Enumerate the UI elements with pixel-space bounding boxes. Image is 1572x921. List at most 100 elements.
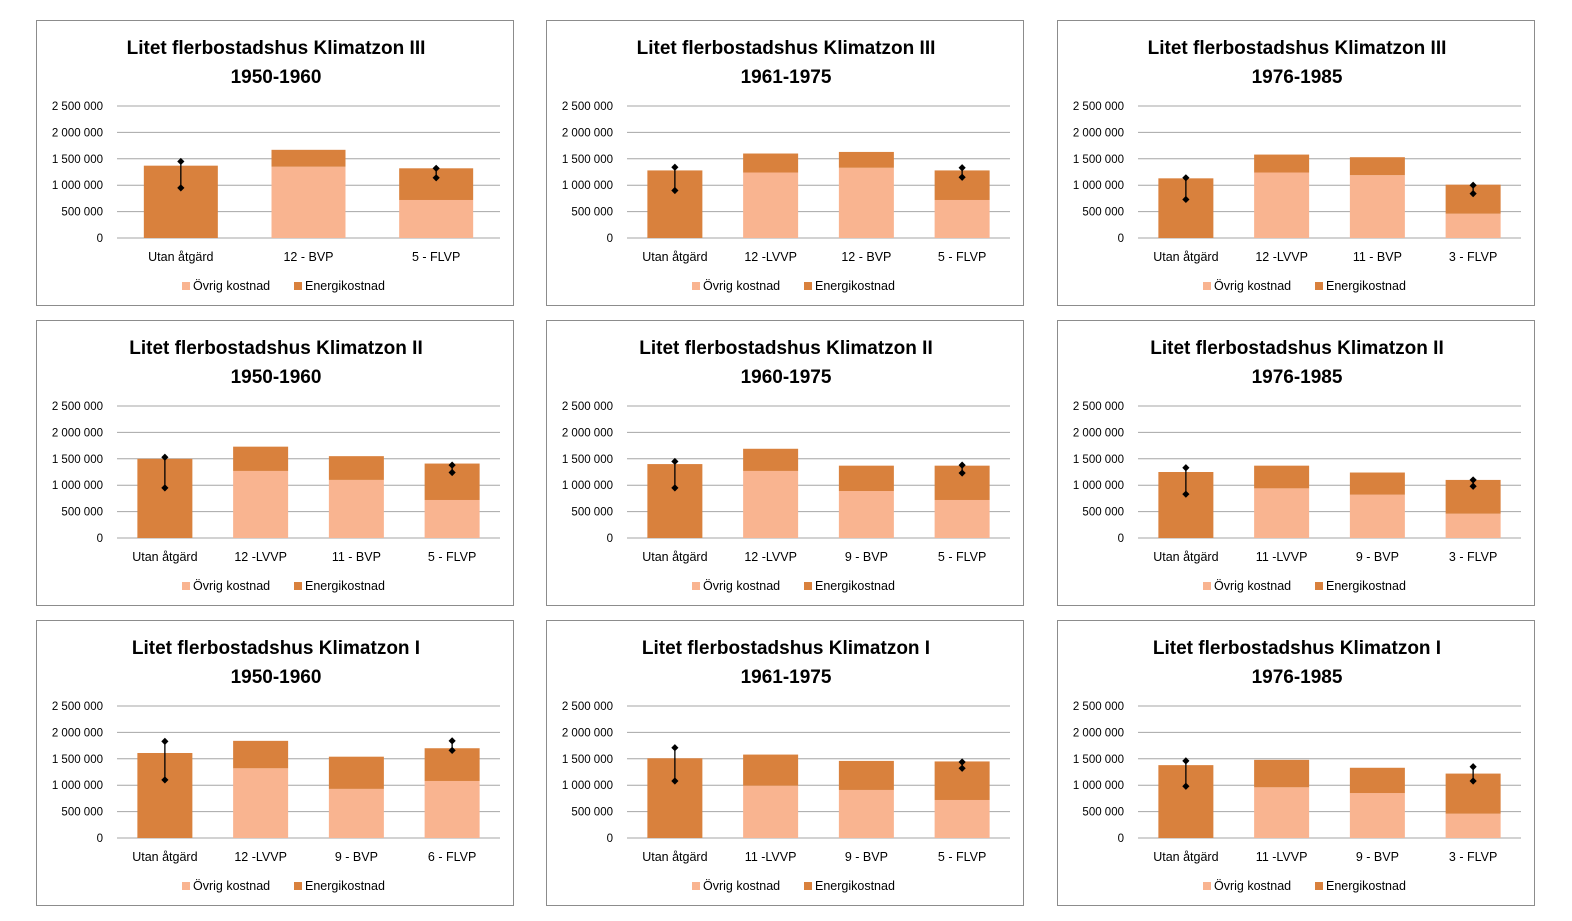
- stacked-bar-chart: Litet flerbostadshus Klimatzon II 1976-19…: [1073, 338, 1521, 593]
- category-label: 5 - FLVP: [938, 250, 986, 264]
- category-label: 11 - BVP: [332, 550, 381, 564]
- range-marker-high: [1182, 464, 1190, 472]
- y-tick-label: 1 000 000: [562, 780, 613, 792]
- y-tick-label: 1 500 000: [562, 454, 613, 466]
- stacked-bar-chart: Litet flerbostadshus Klimatzon I 1961-197…: [562, 638, 1010, 893]
- legend-swatch-ovrig: [182, 582, 190, 590]
- bar-segment-ovrig-kostnad: [1445, 513, 1501, 538]
- chart-subtitle: 1950-1960: [231, 367, 322, 388]
- range-marker-low: [432, 174, 440, 182]
- category-label: 6 - FLVP: [428, 850, 476, 864]
- stacked-bar-chart: Litet flerbostadshus Klimatzon II 1950-19…: [52, 338, 500, 593]
- legend-swatch-energi: [804, 282, 812, 290]
- legend-label: Övrig kostnad: [1214, 279, 1291, 293]
- legend-label: Övrig kostnad: [193, 279, 270, 293]
- bar-segment-ovrig-kostnad: [934, 799, 990, 838]
- bar-segment-energikostnad: [271, 149, 346, 167]
- y-tick-label: 1 500 000: [1073, 154, 1124, 166]
- bar-segment-ovrig-kostnad: [1445, 213, 1501, 238]
- y-tick-label: 1 000 000: [1073, 780, 1124, 792]
- legend-label: Energikostnad: [1326, 579, 1406, 593]
- legend-label: Övrig kostnad: [703, 579, 780, 593]
- y-tick-label: 0: [97, 233, 103, 245]
- y-tick-label: 500 000: [571, 207, 613, 219]
- category-label: 9 - BVP: [845, 850, 888, 864]
- chart-title: Litet flerbostadshus Klimatzon II: [1150, 338, 1443, 359]
- y-tick-label: 1 500 000: [562, 754, 613, 766]
- category-label: 11 - BVP: [1353, 250, 1402, 264]
- y-tick-label: 2 500 000: [562, 401, 613, 413]
- bar-segment-ovrig-kostnad: [838, 789, 894, 838]
- chart-panel: Litet flerbostadshus Klimatzon I 1961-197…: [546, 620, 1024, 906]
- category-label: Utan åtgärd: [1153, 250, 1218, 264]
- legend-swatch-ovrig: [692, 582, 700, 590]
- y-tick-label: 1 500 000: [52, 454, 103, 466]
- chart-subtitle: 1976-1985: [1252, 367, 1343, 388]
- bar-segment-ovrig-kostnad: [328, 479, 384, 538]
- category-label: 5 - FLVP: [412, 250, 460, 264]
- chart-subtitle: 1976-1985: [1252, 67, 1343, 88]
- y-tick-label: 1 000 000: [562, 180, 613, 192]
- bar-segment-energikostnad: [1254, 759, 1310, 788]
- bar-segment-energikostnad: [743, 448, 799, 471]
- bar-segment-energikostnad: [838, 760, 894, 790]
- legend-label: Övrig kostnad: [1214, 879, 1291, 893]
- stacked-bar-chart: Litet flerbostadshus Klimatzon I 1976-198…: [1073, 638, 1521, 893]
- category-label: 3 - FLVP: [1449, 550, 1497, 564]
- chart-subtitle: 1950-1960: [231, 67, 322, 88]
- range-marker-low: [671, 777, 679, 785]
- legend-swatch-energi: [804, 882, 812, 890]
- chart-panel: Litet flerbostadshus Klimatzon II 1950-19…: [36, 320, 514, 606]
- category-label: 12 -LVVP: [744, 250, 797, 264]
- legend-swatch-energi: [804, 582, 812, 590]
- y-tick-label: 500 000: [1082, 507, 1124, 519]
- range-marker-high: [671, 744, 679, 752]
- y-tick-label: 1 500 000: [1073, 454, 1124, 466]
- y-tick-label: 1 000 000: [52, 480, 103, 492]
- bar-segment-ovrig-kostnad: [1254, 488, 1310, 538]
- category-label: Utan åtgärd: [642, 550, 707, 564]
- bar-segment-ovrig-kostnad: [271, 166, 346, 238]
- legend-label: Övrig kostnad: [703, 879, 780, 893]
- bar-segment-energikostnad: [838, 151, 894, 168]
- y-tick-label: 2 000 000: [52, 427, 103, 439]
- range-marker-high: [671, 457, 679, 466]
- y-tick-label: 2 500 000: [562, 101, 613, 113]
- y-tick-label: 2 000 000: [562, 727, 613, 739]
- bar-segment-ovrig-kostnad: [399, 199, 474, 238]
- y-tick-label: 1 500 000: [1073, 754, 1124, 766]
- legend-label: Energikostnad: [1326, 879, 1406, 893]
- category-label: 12 -LVVP: [1255, 250, 1308, 264]
- stacked-bar-chart: Litet flerbostadshus Klimatzon III 1961-1…: [562, 38, 1010, 293]
- bar-segment-energikostnad: [1254, 154, 1310, 173]
- chart-title: Litet flerbostadshus Klimatzon III: [127, 38, 426, 59]
- category-label: Utan åtgärd: [642, 250, 707, 264]
- chart-title: Litet flerbostadshus Klimatzon II: [129, 338, 422, 359]
- y-tick-label: 1 000 000: [52, 780, 103, 792]
- category-label: 12 -LVVP: [234, 550, 287, 564]
- category-label: 3 - FLVP: [1449, 850, 1497, 864]
- y-tick-label: 1 500 000: [52, 154, 103, 166]
- legend-swatch-energi: [294, 282, 302, 290]
- y-tick-label: 500 000: [1082, 207, 1124, 219]
- chart-title: Litet flerbostadshus Klimatzon III: [637, 38, 936, 59]
- range-marker-high: [448, 737, 456, 745]
- y-tick-label: 2 500 000: [52, 101, 103, 113]
- legend-label: Övrig kostnad: [193, 579, 270, 593]
- stacked-bar-chart: Litet flerbostadshus Klimatzon III 1950-1…: [52, 38, 500, 293]
- y-tick-label: 2 000 000: [1073, 427, 1124, 439]
- category-label: 12 - BVP: [283, 250, 333, 264]
- chart-panel: Litet flerbostadshus Klimatzon II 1960-19…: [546, 320, 1024, 606]
- y-tick-label: 1 000 000: [562, 480, 613, 492]
- range-marker-high: [448, 461, 456, 469]
- legend-swatch-energi: [294, 582, 302, 590]
- bar-segment-ovrig-kostnad: [233, 470, 289, 538]
- bar-segment-energikostnad: [743, 754, 799, 786]
- legend-swatch-ovrig: [1203, 882, 1211, 890]
- range-marker-low: [958, 469, 966, 477]
- bar-segment-ovrig-kostnad: [1349, 175, 1405, 238]
- y-tick-label: 2 500 000: [52, 701, 103, 713]
- legend-label: Energikostnad: [305, 579, 385, 593]
- y-tick-label: 2 000 000: [1073, 127, 1124, 139]
- bar-segment-energikostnad: [838, 465, 894, 492]
